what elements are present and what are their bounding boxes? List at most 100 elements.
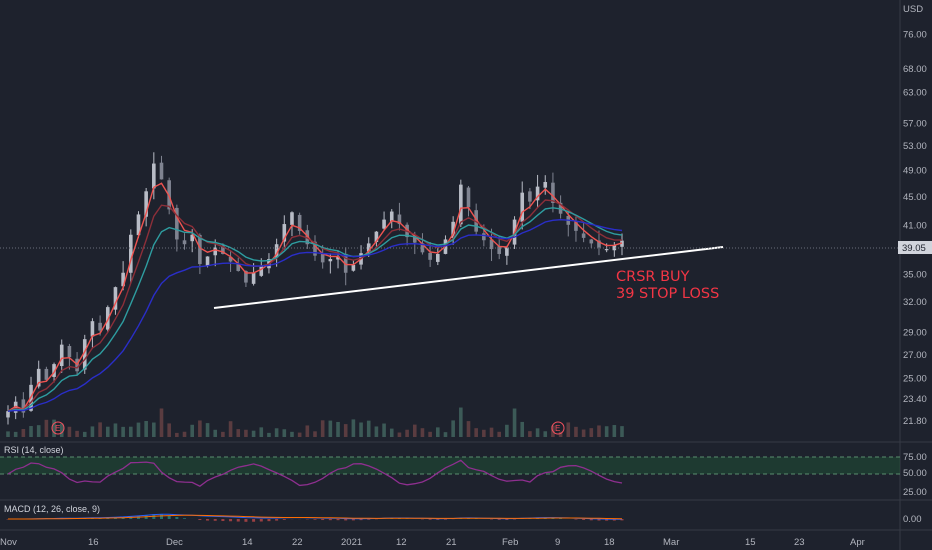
candle-body bbox=[520, 192, 525, 222]
time-axis[interactable]: Nov 16 Dec 14 22 2021 12 21 Feb 9 18 Mar 15 23 Apr bbox=[0, 537, 865, 548]
candle-body bbox=[144, 191, 148, 217]
candle-body bbox=[428, 252, 432, 260]
macd-hist-bar bbox=[336, 519, 340, 521]
macd-hist-bar bbox=[206, 519, 210, 521]
earnings-marker[interactable] bbox=[51, 421, 65, 435]
volume-bar bbox=[44, 419, 49, 437]
macd-hist-bar bbox=[620, 519, 624, 521]
price-tick: 41.00 bbox=[903, 221, 927, 232]
ema-line bbox=[7, 199, 623, 412]
price-tick: 63.00 bbox=[903, 88, 927, 99]
volume-bar bbox=[343, 424, 348, 437]
volume-bar bbox=[412, 424, 417, 437]
candle-body bbox=[420, 243, 425, 253]
ema-line bbox=[7, 182, 623, 412]
price-tick: 35.00 bbox=[903, 270, 927, 281]
price-tick: 21.80 bbox=[903, 416, 927, 427]
candle-body bbox=[221, 245, 225, 254]
macd-hist-bar bbox=[252, 519, 256, 522]
candle-body bbox=[136, 214, 141, 236]
volume-bar bbox=[389, 428, 394, 437]
volume-bar bbox=[75, 430, 79, 437]
candle-body bbox=[305, 230, 310, 245]
candle-body bbox=[59, 344, 64, 367]
candle-body bbox=[21, 399, 26, 413]
volume-bar bbox=[382, 423, 386, 437]
ema-line bbox=[7, 207, 623, 412]
macd-hist-bar bbox=[267, 519, 271, 522]
candle-body bbox=[251, 272, 256, 284]
volume-bars bbox=[6, 407, 624, 437]
earnings-marker[interactable] bbox=[551, 421, 565, 435]
candle-body bbox=[213, 247, 218, 256]
candle-body bbox=[290, 212, 294, 225]
volume-bar bbox=[336, 421, 340, 437]
volume-bar bbox=[497, 431, 501, 437]
macd-hist-bar bbox=[183, 518, 187, 519]
macd-hist-bar bbox=[474, 518, 478, 519]
volume-bar bbox=[152, 422, 156, 437]
macd-tick-0: 0.00 bbox=[903, 514, 922, 525]
volume-bar bbox=[351, 419, 356, 437]
candle-body bbox=[389, 211, 394, 222]
time-tick: 14 bbox=[242, 537, 253, 548]
volume-bar bbox=[190, 424, 194, 437]
volume-bar bbox=[213, 429, 218, 437]
macd-hist-bar bbox=[175, 516, 179, 519]
candle-body bbox=[466, 187, 471, 208]
candle-body bbox=[175, 207, 179, 240]
volume-bar bbox=[198, 420, 202, 437]
candle-body bbox=[382, 219, 386, 229]
volume-bar bbox=[420, 428, 425, 437]
volume-bar bbox=[505, 424, 509, 437]
volume-bar bbox=[566, 422, 571, 437]
volume-bar bbox=[374, 426, 379, 437]
volume-bar bbox=[13, 431, 18, 437]
price-tick: 49.00 bbox=[903, 165, 927, 176]
candle-body bbox=[6, 411, 10, 418]
volume-bar bbox=[129, 426, 133, 437]
macd-hist-bar bbox=[321, 519, 325, 521]
volume-bar bbox=[489, 427, 494, 437]
macd-hist-bar bbox=[236, 519, 240, 522]
trendline[interactable] bbox=[213, 246, 724, 309]
macd-hist-bar bbox=[589, 519, 593, 521]
annotation-line-2: 39 STOP LOSS bbox=[616, 286, 719, 302]
volume-bar bbox=[267, 432, 271, 437]
candle-body bbox=[297, 214, 302, 231]
time-tick: Feb bbox=[502, 537, 518, 548]
candle-body bbox=[198, 234, 202, 265]
price-tick: 32.00 bbox=[903, 297, 927, 308]
macd-hist-bar bbox=[344, 519, 348, 521]
macd-hist-bar bbox=[244, 519, 248, 522]
macd-signal-line bbox=[8, 514, 623, 520]
macd-hist-bar bbox=[443, 519, 447, 520]
last-price-value: 39.05 bbox=[902, 243, 926, 254]
macd-hist-bar bbox=[367, 519, 371, 520]
time-tick: Mar bbox=[663, 537, 679, 548]
volume-bar bbox=[405, 429, 409, 437]
last-price-tag: 39.05 bbox=[898, 241, 932, 254]
volume-bar bbox=[67, 426, 72, 437]
candle-body bbox=[98, 322, 102, 331]
volume-bar bbox=[459, 407, 463, 437]
volume-bar bbox=[90, 426, 95, 437]
volume-bar bbox=[221, 431, 225, 437]
time-tick: 2021 bbox=[341, 537, 362, 548]
macd-hist-bar bbox=[259, 519, 263, 522]
macd-hist-bar bbox=[167, 515, 171, 519]
candle-body bbox=[543, 181, 548, 188]
macd-hist-bar bbox=[160, 514, 163, 519]
candle-body bbox=[159, 162, 164, 180]
volume-bar bbox=[251, 430, 256, 437]
time-tick: 16 bbox=[88, 537, 99, 548]
candle-body bbox=[535, 186, 540, 201]
volume-bar bbox=[105, 426, 110, 437]
volume-bar bbox=[21, 429, 26, 437]
volume-bar bbox=[59, 423, 64, 437]
candle-body bbox=[336, 256, 340, 260]
candle-body bbox=[497, 246, 501, 254]
candle-body bbox=[236, 263, 241, 271]
volume-bar bbox=[228, 421, 233, 437]
